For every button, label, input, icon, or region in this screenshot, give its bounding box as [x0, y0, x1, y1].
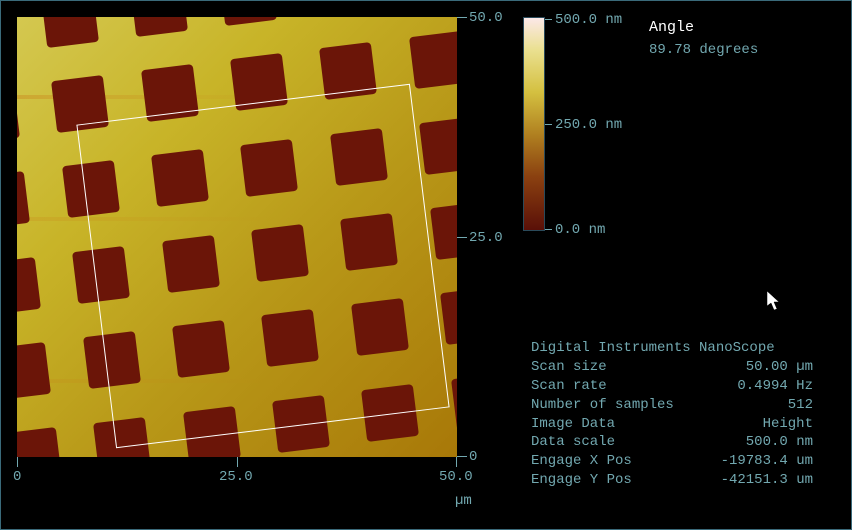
- scan-feature-square: [330, 128, 388, 186]
- y-axis-tick-mid: 25.0: [469, 230, 503, 246]
- scan-feature-square: [141, 64, 199, 122]
- scan-feature-square: [240, 139, 298, 197]
- scan-feature-square: [183, 406, 241, 457]
- scan-feature-square: [17, 171, 30, 229]
- scan-feature-square: [72, 246, 130, 304]
- scan-feature-square: [93, 417, 151, 457]
- scan-feature-square: [172, 320, 230, 378]
- meta-key: Scan size: [531, 358, 701, 377]
- scan-feature-square: [419, 117, 457, 175]
- meta-row: Image DataHeight: [531, 415, 813, 434]
- scan-feature-square: [17, 342, 51, 400]
- scan-feature-square: [430, 202, 457, 260]
- meta-key: Number of samples: [531, 396, 701, 415]
- meta-key: Engage X Pos: [531, 452, 701, 471]
- meta-title: Digital Instruments NanoScope: [531, 339, 813, 358]
- scan-feature-square: [230, 53, 288, 111]
- scan-feature-square: [251, 224, 309, 282]
- meta-key: Data scale: [531, 433, 701, 452]
- axis-tick-mark: [457, 237, 467, 238]
- scan-feature-grid: [17, 17, 457, 457]
- scan-metadata: Digital Instruments NanoScope Scan size5…: [531, 339, 813, 490]
- scan-feature-square: [17, 86, 20, 144]
- meta-row: Scan size50.00 µm: [531, 358, 813, 377]
- colorbar-tick-mid: 250.0 nm: [555, 117, 622, 133]
- scan-feature-square: [219, 17, 277, 26]
- colorbar-tick-bot: 0.0 nm: [555, 222, 605, 238]
- meta-row: Engage X Pos-19783.4 um: [531, 452, 813, 471]
- meta-key: Scan rate: [531, 377, 701, 396]
- meta-row: Scan rate0.4994 Hz: [531, 377, 813, 396]
- scan-feature-square: [409, 31, 457, 89]
- meta-val: -42151.3 um: [701, 471, 813, 490]
- meta-key: Image Data: [531, 415, 701, 434]
- meta-val: Height: [701, 415, 813, 434]
- scan-feature-square: [62, 160, 120, 218]
- axis-tick-mark: [456, 457, 457, 467]
- afm-scan-image[interactable]: [17, 17, 457, 457]
- meta-row: Engage Y Pos-42151.3 um: [531, 471, 813, 490]
- angle-value: 89.78 degrees: [649, 42, 758, 58]
- scan-feature-square: [151, 149, 209, 207]
- angle-title: Angle: [649, 19, 758, 36]
- angle-readout: Angle 89.78 degrees: [649, 19, 758, 58]
- meta-val: -19783.4 um: [701, 452, 813, 471]
- scan-feature-square: [319, 42, 377, 100]
- x-axis-tick-left: 0: [13, 469, 21, 485]
- mouse-cursor-icon: [767, 291, 781, 311]
- scan-feature-square: [17, 428, 62, 457]
- scan-feature-square: [340, 213, 398, 271]
- scan-feature-square: [41, 17, 99, 48]
- meta-val: 50.00 µm: [701, 358, 813, 377]
- axis-tick-mark: [17, 457, 18, 467]
- scan-feature-square: [451, 373, 457, 431]
- scan-feature-square: [361, 384, 419, 442]
- meta-key: Engage Y Pos: [531, 471, 701, 490]
- axis-tick-mark: [237, 457, 238, 467]
- colorbar-tick-mark: [545, 19, 552, 20]
- meta-row: Data scale500.0 nm: [531, 433, 813, 452]
- scan-feature-square: [83, 331, 141, 389]
- scan-feature-square: [162, 235, 220, 293]
- x-axis-tick-right: 50.0: [439, 469, 473, 485]
- scan-feature-square: [130, 17, 188, 37]
- meta-val: 512: [701, 396, 813, 415]
- y-axis-tick-bot: 0: [469, 449, 477, 465]
- scan-feature-square: [440, 287, 457, 345]
- meta-val: 500.0 nm: [701, 433, 813, 452]
- height-colorbar: [523, 17, 545, 231]
- scan-feature-square: [261, 309, 319, 367]
- axis-tick-mark: [457, 456, 467, 457]
- axis-tick-mark: [457, 17, 467, 18]
- colorbar-tick-top: 500.0 nm: [555, 12, 622, 28]
- meta-row: Number of samples512: [531, 396, 813, 415]
- colorbar-tick-mark: [545, 124, 552, 125]
- scan-feature-square: [272, 395, 330, 453]
- colorbar-tick-mark: [545, 229, 552, 230]
- x-axis-tick-mid: 25.0: [219, 469, 253, 485]
- scan-feature-square: [351, 298, 409, 356]
- scan-feature-square: [51, 75, 109, 133]
- axis-unit-label: µm: [455, 493, 472, 509]
- meta-val: 0.4994 Hz: [701, 377, 813, 396]
- scan-feature-square: [17, 257, 41, 315]
- y-axis-tick-top: 50.0: [469, 10, 503, 26]
